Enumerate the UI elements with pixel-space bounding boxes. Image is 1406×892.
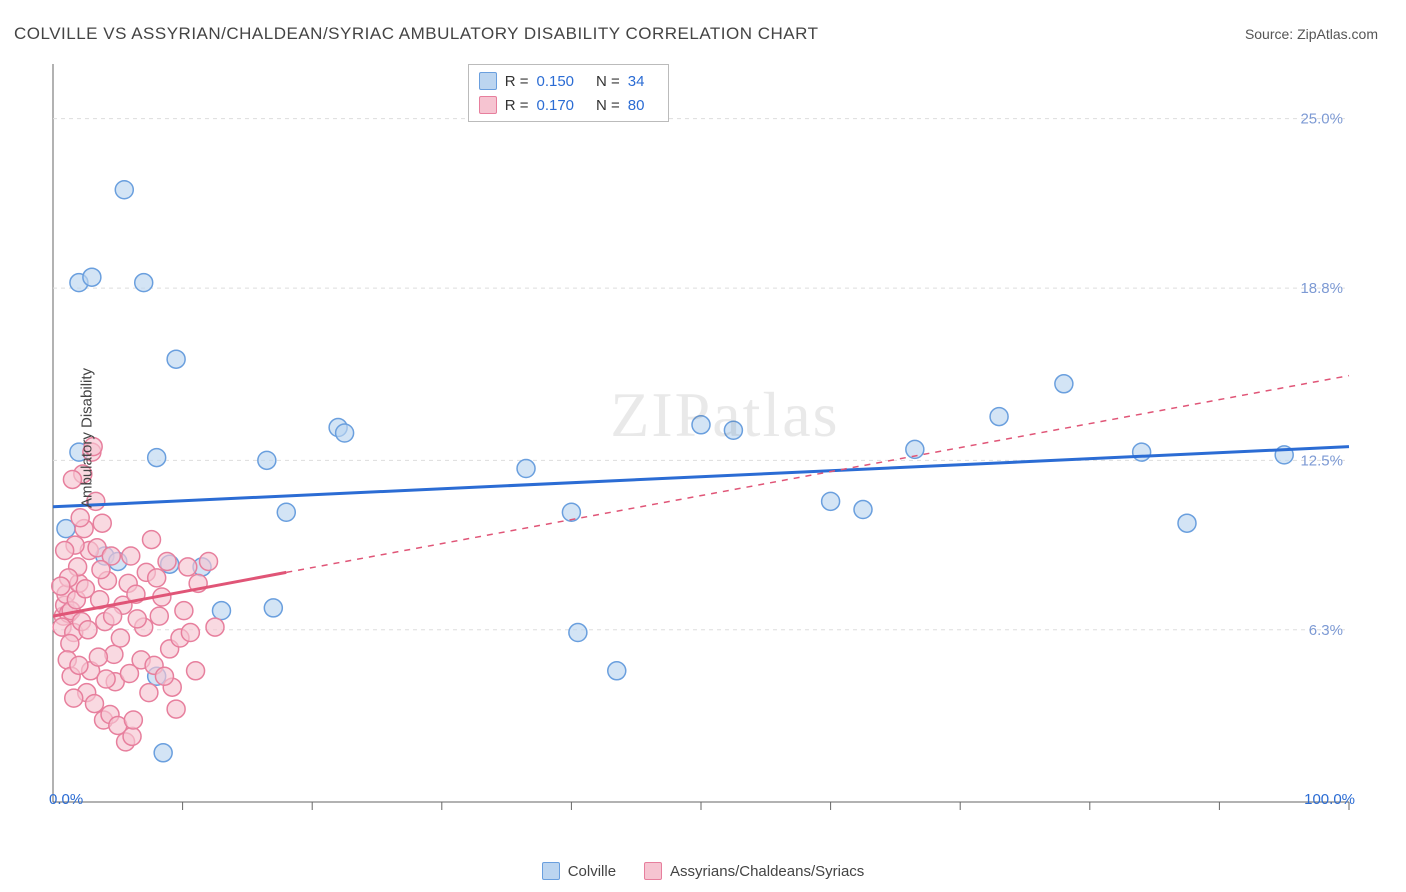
stats-legend-row: R = 0.170 N = 80 xyxy=(479,93,659,117)
x-axis-max-label: 100.0% xyxy=(1304,791,1355,808)
chart-container: Ambulatory Disability 6.3% 12.5% 18.8% 25.0… xyxy=(45,58,1385,818)
data-point xyxy=(1055,375,1073,393)
stats-legend-row: R = 0.150 N = 34 xyxy=(479,69,659,93)
data-point xyxy=(148,569,166,587)
data-point xyxy=(124,711,142,729)
stat-r-value: 0.150 xyxy=(536,73,574,90)
data-point xyxy=(154,744,172,762)
data-point xyxy=(89,648,107,666)
data-point xyxy=(206,618,224,636)
stat-n-label: N = xyxy=(596,73,620,90)
data-point xyxy=(93,514,111,532)
data-point xyxy=(277,503,295,521)
data-point xyxy=(104,607,122,625)
data-point xyxy=(140,684,158,702)
data-point xyxy=(692,416,710,434)
data-point xyxy=(111,629,129,647)
data-point xyxy=(608,662,626,680)
regression-line-b-dash xyxy=(286,376,1349,573)
data-point xyxy=(336,424,354,442)
stat-r-value: 0.170 xyxy=(536,97,574,114)
data-point xyxy=(167,350,185,368)
data-point xyxy=(123,727,141,745)
data-point xyxy=(79,621,97,639)
legend-item: Colville xyxy=(542,862,616,880)
regression-line-a xyxy=(53,447,1349,507)
source-label: Source: xyxy=(1245,26,1293,42)
data-point xyxy=(128,610,146,628)
stat-r-label: R = xyxy=(505,73,529,90)
legend-label: Colville xyxy=(568,863,616,880)
stat-n-label: N = xyxy=(596,97,620,114)
data-point xyxy=(854,501,872,519)
source-value: ZipAtlas.com xyxy=(1297,26,1378,42)
data-point xyxy=(1178,514,1196,532)
data-point xyxy=(167,700,185,718)
data-point xyxy=(200,552,218,570)
legend-item: Assyrians/Chaldeans/Syriacs xyxy=(644,862,864,880)
x-axis-min-label: 0.0% xyxy=(49,791,83,808)
stats-legend: R = 0.150 N = 34 R = 0.170 N = 80 xyxy=(468,64,670,122)
data-point xyxy=(97,670,115,688)
y-axis-label: Ambulatory Disability xyxy=(79,368,96,508)
legend-swatch xyxy=(644,862,662,880)
data-point xyxy=(517,460,535,478)
stat-n-value: 80 xyxy=(628,97,645,114)
data-point xyxy=(212,602,230,620)
data-point xyxy=(92,561,110,579)
data-point xyxy=(562,503,580,521)
data-point xyxy=(1133,443,1151,461)
y-gridline-label: 12.5% xyxy=(1300,452,1343,469)
data-point xyxy=(56,542,74,560)
data-point xyxy=(187,662,205,680)
data-point xyxy=(258,451,276,469)
data-point xyxy=(181,624,199,642)
data-point xyxy=(990,408,1008,426)
chart-title: COLVILLE VS ASSYRIAN/CHALDEAN/SYRIAC AMB… xyxy=(14,24,819,44)
stat-n-value: 34 xyxy=(628,73,645,90)
y-gridline-label: 18.8% xyxy=(1300,280,1343,297)
data-point xyxy=(85,695,103,713)
data-point xyxy=(175,602,193,620)
y-gridline-label: 6.3% xyxy=(1309,622,1343,639)
data-point xyxy=(61,634,79,652)
data-point xyxy=(52,577,70,595)
data-point xyxy=(122,547,140,565)
data-point xyxy=(70,656,88,674)
scatter-plot: 6.3% 12.5% 18.8% 25.0% xyxy=(45,58,1385,818)
data-point xyxy=(155,667,173,685)
data-point xyxy=(142,531,160,549)
data-point xyxy=(724,421,742,439)
legend-swatch xyxy=(479,72,497,90)
legend-label: Assyrians/Chaldeans/Syriacs xyxy=(670,863,864,880)
data-point xyxy=(569,624,587,642)
data-point xyxy=(120,665,138,683)
data-point xyxy=(158,552,176,570)
data-point xyxy=(65,689,83,707)
legend-swatch xyxy=(542,862,560,880)
data-point xyxy=(83,268,101,286)
data-point xyxy=(148,449,166,467)
series-legend: Colville Assyrians/Chaldeans/Syriacs xyxy=(0,862,1406,880)
chart-source: Source: ZipAtlas.com xyxy=(1245,26,1378,42)
y-gridline-label: 25.0% xyxy=(1300,111,1343,128)
data-point xyxy=(135,274,153,292)
data-point xyxy=(71,509,89,527)
legend-swatch xyxy=(479,96,497,114)
data-point xyxy=(115,181,133,199)
data-point xyxy=(822,492,840,510)
data-point xyxy=(150,607,168,625)
data-point xyxy=(179,558,197,576)
stat-r-label: R = xyxy=(505,97,529,114)
data-point xyxy=(264,599,282,617)
